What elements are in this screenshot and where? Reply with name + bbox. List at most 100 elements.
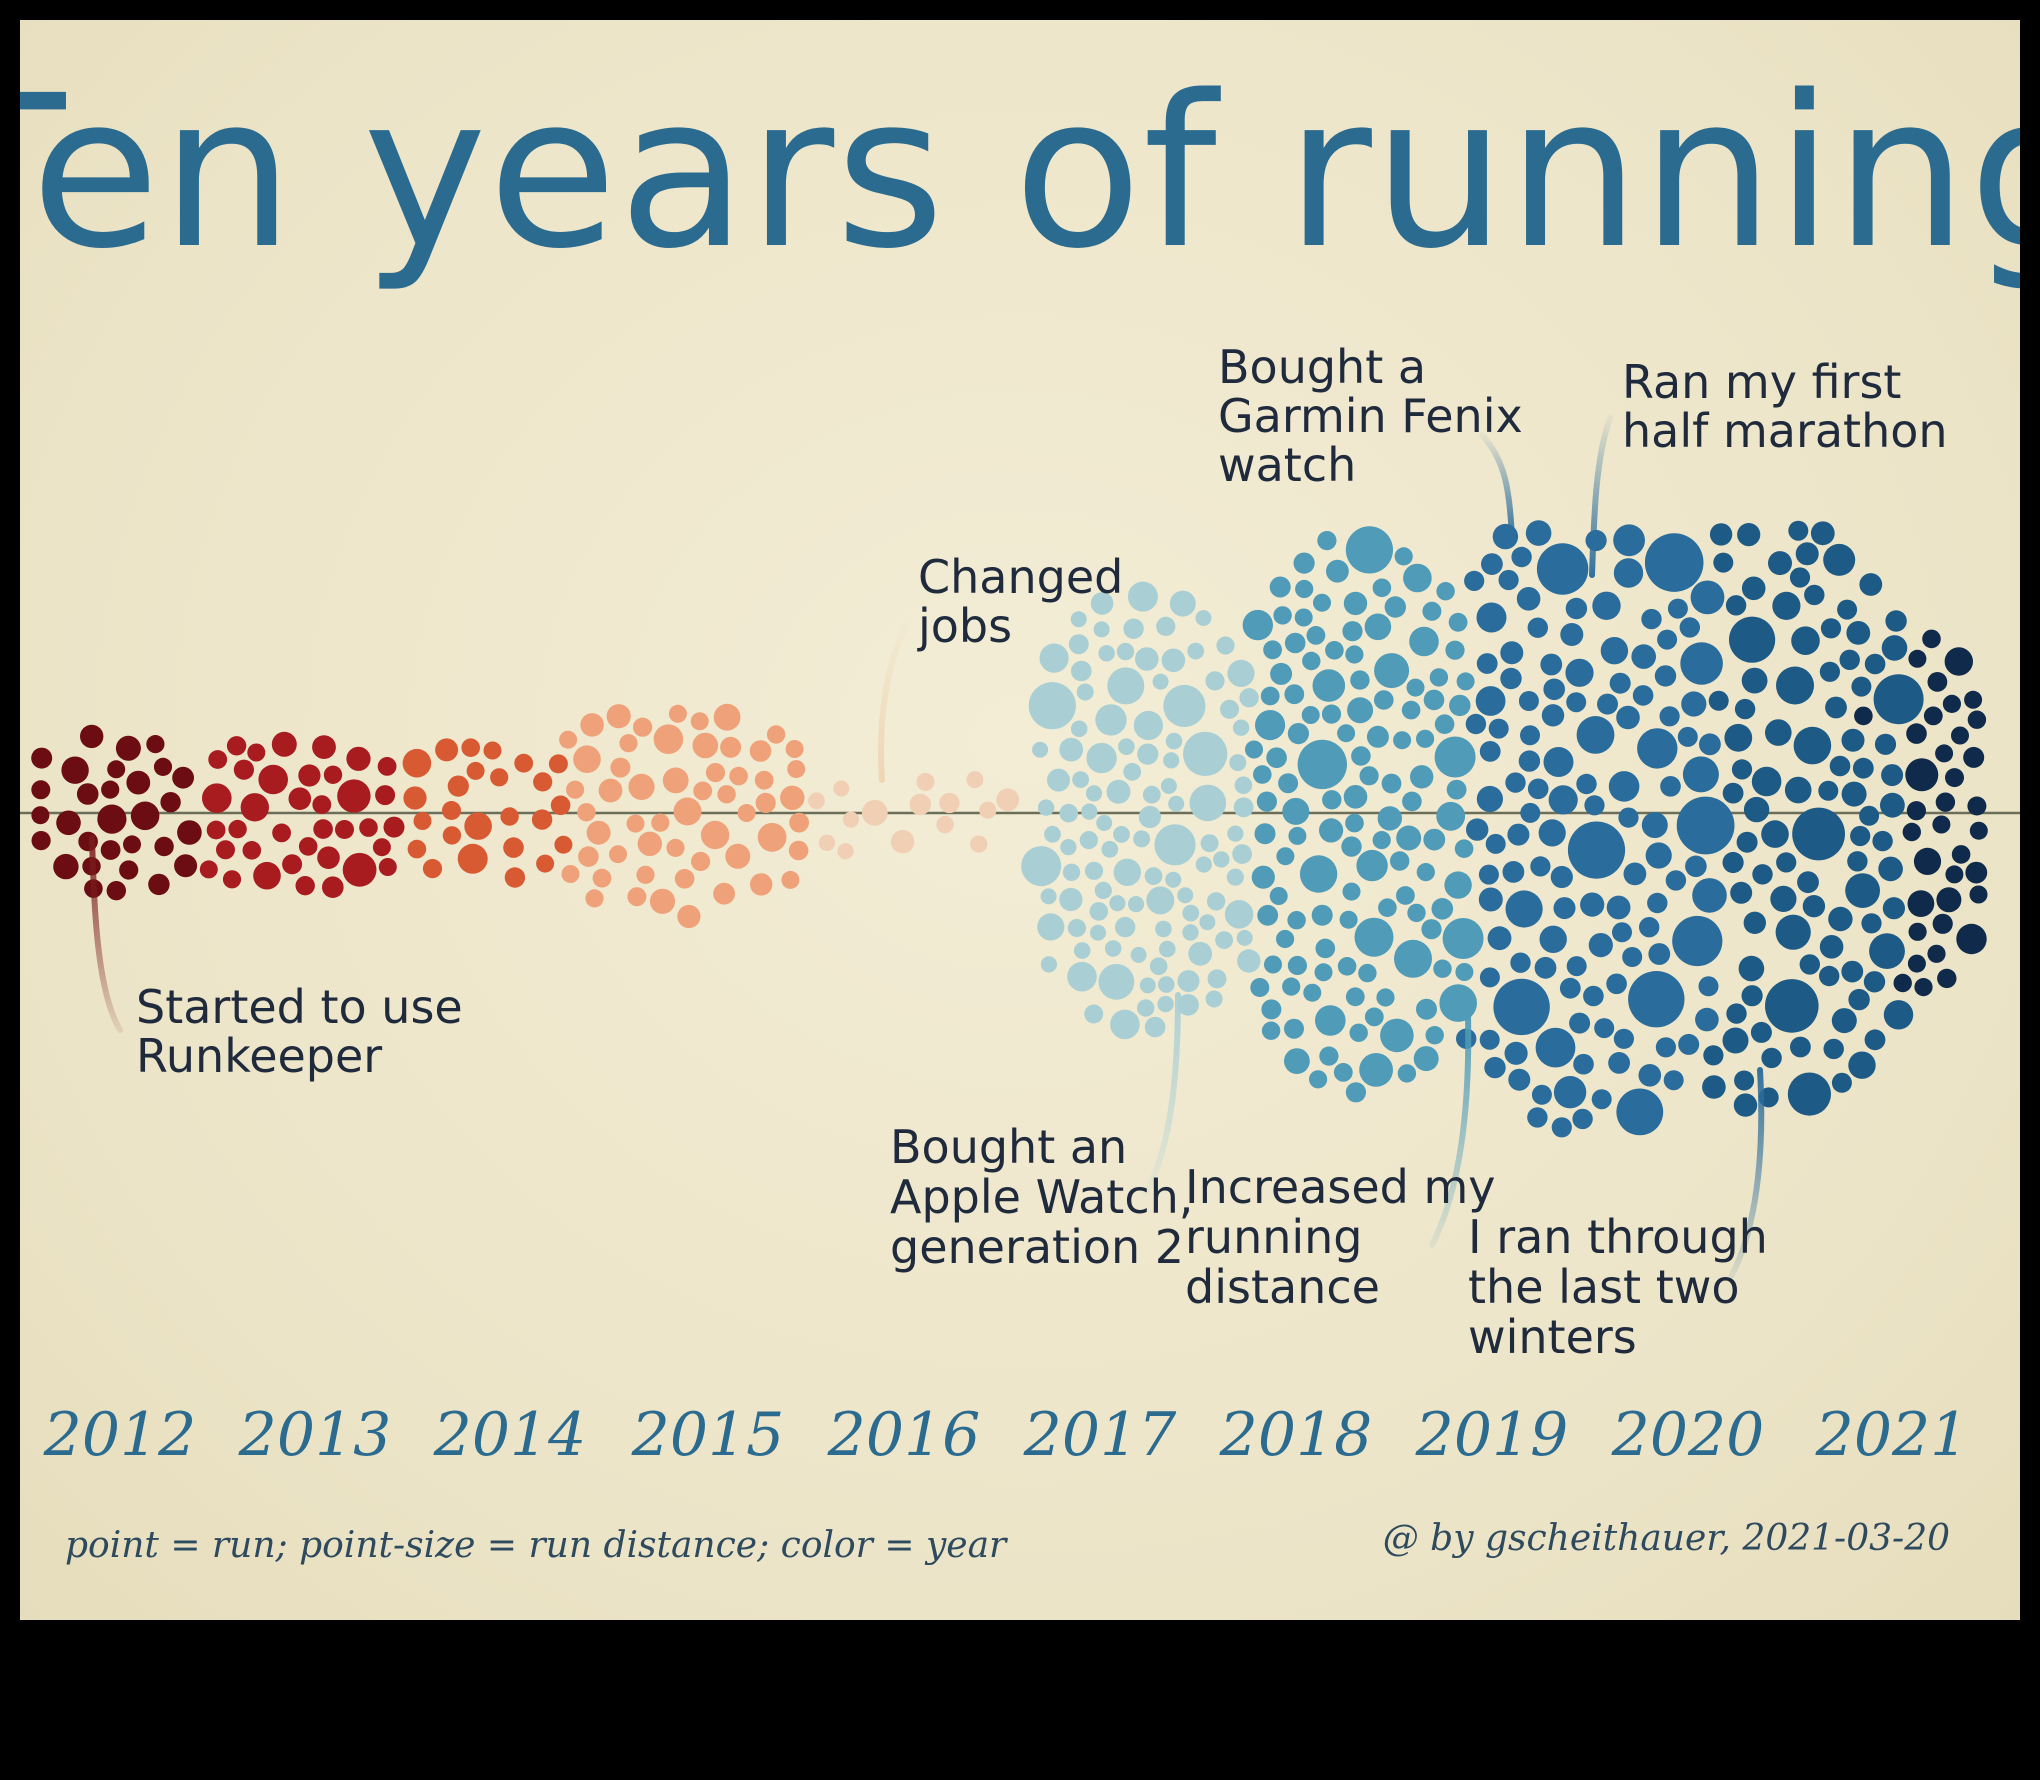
run-point-2020 (1703, 1045, 1724, 1066)
run-point-2017 (1158, 976, 1175, 993)
run-point-2020 (1841, 781, 1867, 807)
run-point-2019 (1591, 1089, 1612, 1110)
run-point-2013 (226, 736, 247, 756)
run-point-2015 (717, 785, 736, 804)
run-point-2021 (1922, 629, 1941, 649)
run-point-2019 (1476, 653, 1498, 674)
run-point-2018 (1326, 559, 1349, 583)
run-point-2018 (1439, 984, 1477, 1022)
run-point-2017 (1039, 643, 1069, 673)
run-point-2019 (1681, 691, 1707, 717)
run-point-2015 (606, 704, 631, 729)
run-point-2015 (633, 717, 653, 737)
run-point-2018 (1284, 632, 1306, 654)
run-point-2018 (1384, 596, 1407, 618)
run-point-2017 (1090, 592, 1114, 615)
run-point-2018 (1351, 746, 1371, 766)
run-point-2014 (403, 786, 427, 810)
run-point-2020 (1804, 584, 1825, 606)
run-point-2017 (1144, 867, 1163, 885)
run-point-2013 (206, 820, 226, 840)
run-point-2019 (1502, 861, 1525, 883)
run-point-2021 (1907, 954, 1926, 973)
run-point-2015 (586, 820, 611, 845)
run-point-2019 (1600, 637, 1629, 665)
run-point-2019 (1508, 1068, 1531, 1091)
run-point-2020 (1841, 728, 1865, 752)
run-point-2020 (1768, 551, 1792, 576)
run-point-2017 (1028, 682, 1076, 730)
run-point-2017 (1072, 771, 1089, 788)
run-point-2013 (312, 795, 332, 814)
run-point-2015 (750, 873, 773, 896)
run-point-2017 (1177, 887, 1194, 904)
run-point-2017 (1133, 830, 1151, 848)
run-point-2021 (1932, 815, 1951, 834)
run-point-2012 (146, 735, 165, 754)
run-point-2021 (1969, 821, 1988, 840)
run-point-2014 (457, 843, 488, 874)
run-point-2017 (1165, 732, 1183, 750)
run-point-2020 (1724, 723, 1753, 752)
run-point-2012 (31, 747, 53, 769)
run-point-2017 (1195, 856, 1212, 873)
run-point-2017 (1040, 888, 1057, 905)
run-point-2017 (1227, 659, 1255, 688)
run-point-2019 (1638, 1064, 1662, 1087)
run-point-2017 (1161, 648, 1186, 673)
run-point-2018 (1397, 1064, 1417, 1083)
run-point-2020 (1743, 796, 1770, 823)
run-point-2020 (1845, 873, 1880, 908)
run-point-2021 (1944, 647, 1974, 676)
run-point-2018 (1350, 670, 1370, 690)
run-point-2015 (692, 732, 719, 759)
run-point-2016 (890, 830, 915, 854)
run-point-2020 (1863, 971, 1886, 993)
year-label-2013: 2013 (238, 1400, 392, 1470)
run-point-2020 (1741, 985, 1763, 1007)
run-point-2014 (554, 835, 573, 854)
run-point-2020 (1738, 955, 1765, 982)
run-point-2019 (1488, 718, 1509, 739)
run-point-2019 (1679, 617, 1701, 638)
run-point-2018 (1364, 1007, 1384, 1027)
run-point-2020 (1878, 856, 1903, 882)
run-point-2020 (1819, 965, 1840, 987)
run-point-2019 (1565, 597, 1588, 620)
run-point-2018 (1319, 818, 1344, 843)
run-point-2012 (174, 854, 198, 878)
run-point-2017 (1137, 999, 1155, 1017)
run-point-2020 (1772, 591, 1801, 621)
run-point-2012 (53, 853, 79, 880)
run-point-2019 (1481, 553, 1503, 575)
run-point-2020 (1741, 667, 1768, 694)
run-point-2019 (1573, 1053, 1594, 1075)
run-point-2018 (1416, 729, 1435, 748)
run-point-2017 (1137, 743, 1159, 765)
run-point-2019 (1505, 772, 1526, 793)
run-point-2015 (674, 869, 695, 889)
run-point-2018 (1342, 621, 1363, 642)
run-point-2019 (1580, 892, 1605, 917)
run-point-2020 (1734, 1070, 1755, 1091)
run-point-2018 (1422, 601, 1442, 621)
chart-card: Ten years of running Started to use Runk… (20, 20, 2020, 1620)
run-point-2019 (1475, 686, 1506, 716)
run-point-2018 (1263, 640, 1282, 660)
run-point-2020 (1872, 830, 1893, 852)
run-point-2017 (1079, 831, 1098, 850)
run-point-2017 (1220, 699, 1239, 719)
run-point-2017 (1160, 778, 1177, 794)
run-point-2018 (1345, 987, 1365, 1007)
run-point-2017 (1205, 990, 1223, 1008)
run-point-2013 (271, 731, 297, 757)
run-point-2014 (536, 854, 555, 873)
run-point-2015 (780, 785, 805, 810)
run-point-2012 (31, 831, 51, 851)
run-point-2019 (1479, 741, 1501, 762)
run-point-2017 (1071, 660, 1092, 682)
run-point-2018 (1325, 641, 1344, 660)
run-point-2019 (1592, 591, 1621, 620)
run-point-2019 (1576, 773, 1597, 795)
run-point-2014 (447, 775, 469, 797)
